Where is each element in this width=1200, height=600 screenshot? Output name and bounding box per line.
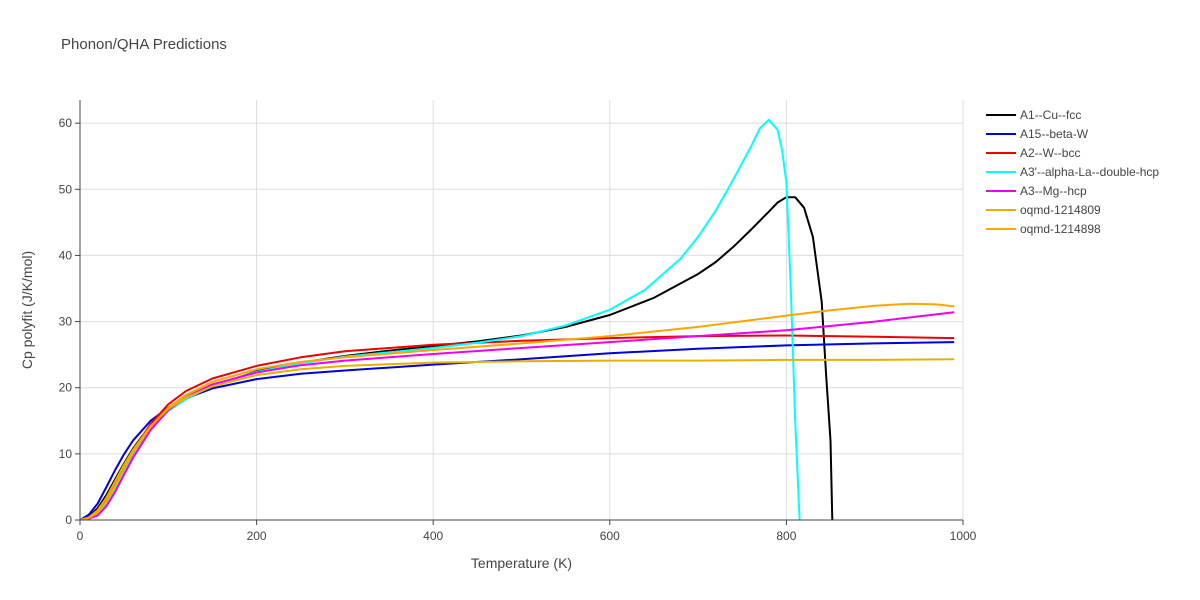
legend[interactable]: A1--Cu--fcc A15--beta-W A2--W--bcc A3'--alp… <box>986 108 1159 236</box>
axes: 0 200 400 600 800 1000 0 10 20 30 40 50 60 <box>59 100 977 543</box>
legend-item-a1-cu-fcc[interactable]: A1--Cu--fcc <box>1020 108 1081 122</box>
x-axis-label: Temperature (K) <box>471 555 572 571</box>
series-line-a2-w-bcc[interactable] <box>80 334 955 521</box>
x-tick-label: 400 <box>423 529 443 543</box>
y-tick-label: 50 <box>59 182 73 196</box>
legend-item-a15-beta-w[interactable]: A15--beta-W <box>1020 127 1089 141</box>
y-tick-label: 0 <box>65 513 72 527</box>
grid-lines <box>80 100 964 520</box>
legend-item-a3-alpha-la-double-hcp[interactable]: A3'--alpha-La--double-hcp <box>1020 165 1159 179</box>
series-line-oqmd-1214898[interactable] <box>80 302 955 520</box>
legend-item-oqmd-1214898[interactable]: oqmd-1214898 <box>1020 222 1101 236</box>
legend-item-oqmd-1214809[interactable]: oqmd-1214809 <box>1020 203 1101 217</box>
series-line-a3-alpha-la-double-hcp[interactable] <box>80 118 801 520</box>
x-tick-label: 600 <box>600 529 620 543</box>
series-line-a1-cu-fcc[interactable] <box>80 196 834 520</box>
legend-item-a2-w-bcc[interactable]: A2--W--bcc <box>1020 146 1080 160</box>
y-tick-label: 30 <box>59 315 73 329</box>
series-line-a3-mg-hcp[interactable] <box>80 311 955 520</box>
x-tick-label: 1000 <box>950 529 977 543</box>
y-tick-label: 10 <box>59 447 73 461</box>
y-tick-label: 60 <box>59 116 73 130</box>
legend-item-a3-mg-hcp[interactable]: A3--Mg--hcp <box>1020 184 1087 198</box>
y-axis-label: Cp polyfit (J/K/mol) <box>19 251 35 369</box>
y-tick-label: 40 <box>59 248 73 262</box>
series-lines <box>80 118 955 521</box>
x-tick-label: 800 <box>776 529 796 543</box>
series-line-oqmd-1214809[interactable] <box>80 358 955 520</box>
y-tick-label: 20 <box>59 381 73 395</box>
chart-title: Phonon/QHA Predictions <box>61 36 227 53</box>
x-tick-label: 0 <box>77 529 84 543</box>
x-tick-label: 200 <box>247 529 267 543</box>
series-line-a15-beta-w[interactable] <box>80 341 955 520</box>
